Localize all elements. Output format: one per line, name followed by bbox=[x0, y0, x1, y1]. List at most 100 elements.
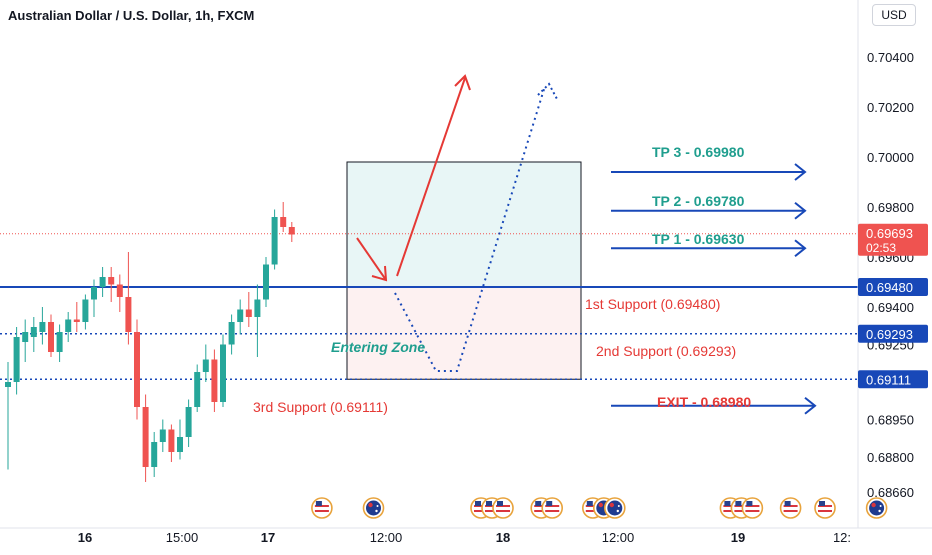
candle-body bbox=[168, 429, 175, 452]
candle bbox=[211, 349, 218, 412]
y-tick-label: 0.70000 bbox=[867, 150, 914, 165]
us-flag-icon[interactable] bbox=[492, 497, 514, 519]
candle bbox=[48, 314, 54, 357]
candle-body bbox=[116, 284, 123, 297]
level-price-label: 0.69480 bbox=[866, 280, 913, 295]
au-flag-icon[interactable] bbox=[362, 497, 385, 519]
candle-body bbox=[288, 227, 295, 235]
y-tick-label: 0.68950 bbox=[867, 413, 914, 428]
us-flag-icon[interactable] bbox=[814, 497, 836, 519]
candle-body bbox=[151, 442, 158, 467]
support3-label: 3rd Support (0.69111) bbox=[253, 399, 388, 415]
x-tick-label: 12:00 bbox=[370, 530, 403, 545]
candle bbox=[5, 362, 11, 470]
candle-body bbox=[280, 217, 287, 227]
x-tick-label: 19 bbox=[731, 530, 745, 545]
candle-body bbox=[99, 277, 106, 287]
y-tick-label: 0.70200 bbox=[867, 100, 914, 115]
chart-title: Australian Dollar / U.S. Dollar, 1h, FXC… bbox=[8, 8, 255, 23]
y-tick-label: 0.68800 bbox=[867, 450, 914, 465]
candle bbox=[159, 419, 166, 452]
entry-arrow[interactable] bbox=[356, 237, 387, 281]
tp2-arrow-head bbox=[794, 201, 807, 220]
candle bbox=[280, 202, 287, 232]
candle-body bbox=[254, 299, 261, 317]
x-tick-label: 18 bbox=[496, 530, 510, 545]
candle bbox=[82, 294, 89, 330]
candle-body bbox=[65, 319, 72, 332]
candle bbox=[185, 399, 192, 447]
candle bbox=[30, 317, 37, 352]
level-price-label: 0.69111 bbox=[866, 372, 911, 387]
candle-body bbox=[159, 429, 166, 442]
candle-body bbox=[91, 287, 97, 300]
candle bbox=[116, 274, 123, 312]
current-price-value: 0.69693 bbox=[866, 226, 913, 241]
candle bbox=[177, 419, 183, 460]
candle-body bbox=[142, 407, 149, 467]
us-flag-icon[interactable] bbox=[541, 497, 564, 519]
candle bbox=[228, 314, 235, 355]
us-flag-icon[interactable] bbox=[311, 497, 333, 519]
target-zone-box[interactable] bbox=[346, 161, 582, 288]
candle-body bbox=[39, 322, 46, 332]
candle-body bbox=[237, 309, 244, 322]
candle bbox=[245, 292, 252, 327]
x-tick-label: 16 bbox=[78, 530, 92, 545]
level-price-label: 0.69293 bbox=[866, 327, 913, 342]
candle-body bbox=[194, 372, 201, 407]
x-tick-label: 12: bbox=[833, 530, 851, 545]
candle bbox=[108, 267, 115, 302]
au-flag-icon[interactable] bbox=[603, 497, 626, 519]
exit-label: EXIT - 0.68980 bbox=[657, 394, 751, 410]
projection-path[interactable] bbox=[394, 85, 546, 372]
candle-body bbox=[82, 299, 89, 322]
candle bbox=[168, 424, 175, 462]
us-flag-icon[interactable] bbox=[779, 497, 802, 519]
candle-body bbox=[185, 407, 192, 437]
tp3-arrow-head bbox=[794, 163, 807, 181]
x-tick-label: 15:00 bbox=[166, 530, 199, 545]
level-price-badge: 0.69293 bbox=[858, 324, 928, 343]
candle bbox=[202, 344, 209, 382]
candle bbox=[56, 324, 63, 362]
level-price-badge: 0.69480 bbox=[858, 278, 928, 296]
target-arrow-head bbox=[454, 74, 471, 91]
x-tick-label: 17 bbox=[261, 530, 275, 545]
entering-zone-label: Entering Zone bbox=[331, 339, 425, 355]
currency-button[interactable]: USD bbox=[872, 4, 916, 26]
candle bbox=[91, 279, 97, 317]
candle bbox=[237, 299, 244, 335]
us-flag-icon[interactable] bbox=[741, 497, 764, 519]
x-tick-label: 12:00 bbox=[602, 530, 635, 545]
candle bbox=[220, 334, 226, 407]
candle-countdown: 02:53 bbox=[866, 241, 896, 255]
entry-arrow-head bbox=[371, 265, 388, 282]
y-tick-label: 0.69400 bbox=[867, 300, 914, 315]
candle bbox=[263, 257, 269, 307]
candle-body bbox=[22, 332, 29, 342]
candle bbox=[254, 284, 261, 357]
candle-body bbox=[263, 264, 269, 300]
candle bbox=[134, 319, 140, 420]
candle bbox=[288, 222, 295, 242]
target-arrow[interactable] bbox=[396, 77, 466, 277]
candle-body bbox=[48, 322, 54, 352]
candle-body bbox=[73, 319, 80, 322]
tp2-label: TP 2 - 0.69780 bbox=[652, 193, 745, 209]
candle bbox=[194, 364, 201, 412]
candle-body bbox=[5, 382, 11, 387]
candle-body bbox=[228, 322, 235, 345]
candle-body bbox=[134, 332, 140, 407]
candle-body bbox=[202, 359, 209, 372]
au-flag-icon[interactable] bbox=[865, 497, 888, 519]
exit-arrow-head bbox=[804, 396, 817, 415]
candle-body bbox=[271, 217, 278, 265]
candle bbox=[125, 252, 132, 345]
tp1-arrow-head bbox=[794, 239, 807, 258]
projection-arrow-head bbox=[537, 82, 558, 100]
candle-body bbox=[211, 359, 218, 402]
y-tick-label: 0.68660 bbox=[867, 485, 914, 500]
